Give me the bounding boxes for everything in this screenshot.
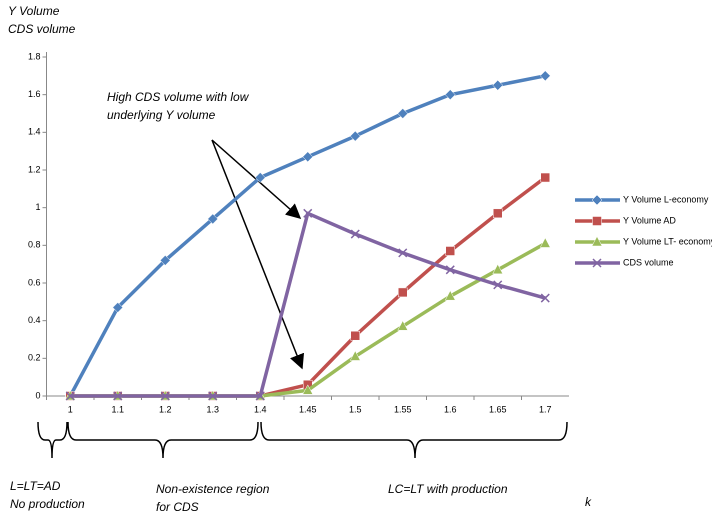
x-tick-label: 1.5	[349, 404, 362, 414]
x-tick-label: 1	[68, 404, 73, 414]
marker	[444, 89, 456, 101]
marker	[207, 213, 219, 225]
y-tick-label: 1.4	[28, 127, 41, 137]
line	[70, 211, 546, 398]
marker	[493, 208, 503, 219]
line	[70, 176, 547, 398]
marker	[398, 287, 408, 298]
marker	[445, 246, 455, 256]
marker	[254, 172, 266, 183]
x-tick-label: 1.4	[254, 404, 267, 414]
region-label: L=LT=AD	[10, 479, 61, 493]
line	[70, 241, 547, 398]
line	[68, 74, 546, 397]
marker	[591, 194, 603, 206]
y-tick-label: 1.2	[28, 164, 41, 174]
y-title: Y Volume	[8, 4, 60, 18]
marker	[113, 391, 123, 401]
legend-label: CDS volume	[623, 257, 674, 267]
marker	[397, 108, 409, 119]
marker	[208, 391, 218, 401]
annotation: High CDS volume with low	[107, 90, 250, 104]
marker	[302, 384, 314, 395]
marker	[444, 290, 456, 301]
marker	[159, 255, 171, 266]
marker	[445, 265, 455, 275]
arrow	[211, 139, 305, 370]
y-tick-label: 0.2	[28, 353, 41, 363]
annotation: underlying Y volume	[107, 108, 216, 122]
marker	[350, 330, 360, 341]
region-label: No production	[10, 497, 85, 511]
marker	[160, 391, 170, 401]
marker	[592, 216, 602, 226]
y-tick-label: 1.8	[28, 51, 41, 61]
y-tick-label: 0.8	[28, 240, 41, 250]
series	[65, 208, 550, 401]
marker	[112, 302, 124, 313]
legend-label: Y Volume LT- economy	[623, 236, 712, 246]
region-label: for CDS	[156, 500, 199, 514]
marker	[350, 229, 360, 239]
marker	[540, 172, 550, 183]
marker	[349, 130, 361, 142]
marker	[397, 320, 409, 331]
x-tick-label: 1.55	[394, 404, 412, 414]
marker	[539, 237, 551, 248]
x-tick-label: 1.65	[489, 404, 507, 414]
x-tick-label: 1.1	[111, 404, 124, 414]
region-label: LC=LT with production	[388, 482, 508, 496]
y-tick-label: 1.6	[28, 89, 41, 99]
legend-label: Y Volume L-economy	[623, 194, 709, 204]
series	[64, 237, 551, 401]
braces	[37, 421, 568, 459]
marker	[540, 293, 550, 303]
x-tick-label: 1.7	[539, 404, 552, 414]
marker	[303, 208, 313, 218]
y-title: CDS volume	[8, 22, 76, 36]
x-tick-label: 1.45	[299, 404, 317, 414]
legend-label: Y Volume AD	[623, 215, 676, 225]
marker	[349, 350, 361, 361]
marker	[398, 248, 408, 258]
marker	[65, 391, 75, 401]
region-label: Non-existence region	[156, 482, 270, 496]
marker	[492, 79, 504, 91]
marker	[539, 70, 551, 82]
y-tick-label: 0	[35, 390, 40, 400]
x-tick-label: 1.3	[206, 404, 219, 414]
y-tick-label: 0.4	[28, 315, 41, 325]
marker	[302, 151, 314, 163]
y-tick-label: 0.6	[28, 277, 41, 287]
y-tick-label: 1	[35, 202, 40, 212]
marker	[591, 235, 603, 247]
x-title: k	[585, 495, 592, 509]
marker	[592, 258, 602, 268]
marker	[493, 280, 503, 290]
marker	[492, 263, 504, 275]
marker	[255, 391, 265, 401]
x-tick-label: 1.2	[159, 404, 172, 414]
x-tick-label: 1.6	[444, 404, 457, 414]
